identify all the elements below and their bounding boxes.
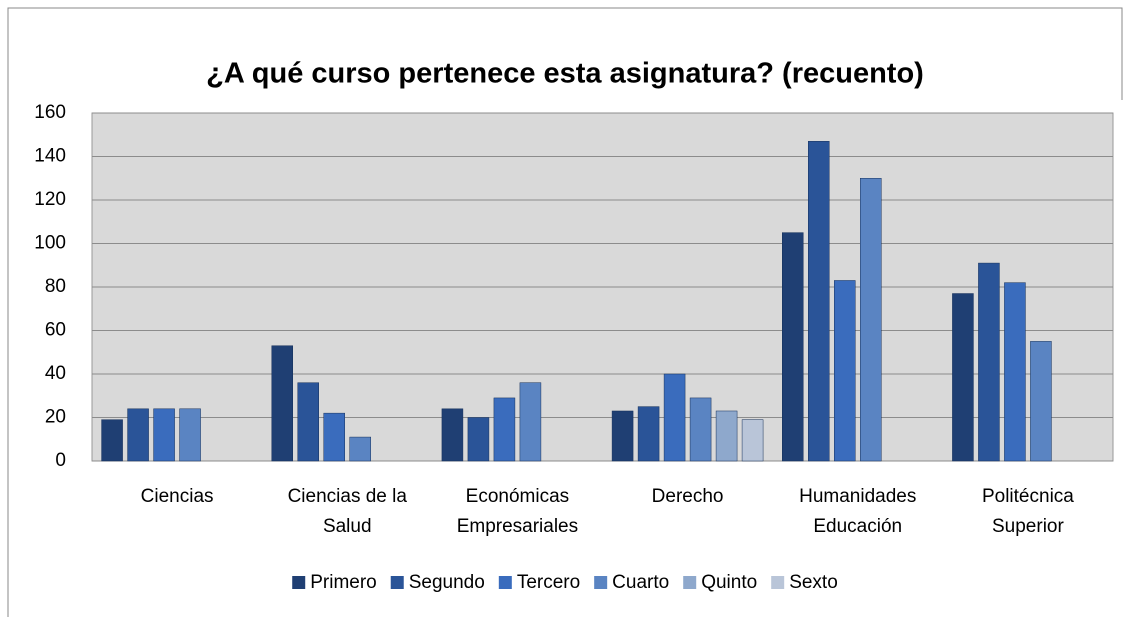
bar: [808, 141, 830, 462]
x-tick-label: Derecho: [652, 486, 724, 507]
legend: Primero Segundo Tercero Cuarto Quinto Sexto: [292, 572, 838, 593]
bar: [1030, 341, 1052, 462]
bar: [179, 408, 201, 462]
bar: [834, 280, 856, 462]
y-tick-label: 0: [55, 450, 66, 471]
bar: [611, 410, 634, 462]
chart-border: [7, 7, 1123, 617]
bar: [349, 436, 371, 462]
bar: [467, 417, 490, 462]
bar: [323, 412, 345, 462]
bar: [1004, 282, 1026, 462]
y-tick-label: 80: [45, 276, 66, 297]
y-tick-label: 160: [34, 102, 66, 123]
legend-swatch: [683, 576, 697, 589]
bar: [441, 408, 464, 462]
bar: [493, 397, 516, 462]
legend-swatch: [498, 576, 512, 589]
bar: [271, 345, 293, 462]
bar: [637, 406, 660, 462]
bar: [860, 178, 882, 462]
bar: [663, 373, 686, 462]
legend-label: Sexto: [789, 572, 838, 593]
legend-swatch: [390, 576, 404, 589]
chart-title: ¿A qué curso pertenece esta asignatura? …: [206, 58, 924, 90]
bar: [127, 408, 149, 462]
bar: [101, 419, 123, 462]
y-tick-label: 60: [45, 320, 66, 341]
legend-label: Tercero: [517, 572, 580, 593]
x-tick-label: Económicas Empresariales: [457, 486, 578, 537]
bar: [689, 397, 712, 462]
legend-label: Segundo: [409, 572, 485, 593]
legend-swatch: [594, 576, 608, 589]
legend-label: Quinto: [701, 572, 757, 593]
y-tick-label: 20: [45, 407, 66, 428]
bar: [952, 293, 974, 462]
bar: [715, 410, 738, 462]
y-tick-label: 120: [34, 189, 66, 210]
legend-swatch: [771, 576, 785, 589]
bar: [782, 232, 804, 462]
bar: [978, 262, 1000, 462]
x-tick-label: Humanidades Educación: [799, 486, 916, 537]
y-tick-label: 100: [34, 233, 66, 254]
legend-label: Cuarto: [612, 572, 669, 593]
bar: [741, 419, 764, 462]
bar: [519, 382, 542, 462]
y-tick-label: 40: [45, 363, 66, 384]
x-tick-label: Ciencias: [141, 486, 214, 507]
bar: [153, 408, 175, 462]
bar: [297, 382, 319, 462]
x-tick-label: Politécnica Superior: [982, 486, 1074, 537]
y-tick-label: 140: [34, 146, 66, 167]
legend-label: Primero: [310, 572, 377, 593]
x-tick-label: Ciencias de la Salud: [288, 486, 408, 537]
legend-swatch: [292, 576, 306, 589]
